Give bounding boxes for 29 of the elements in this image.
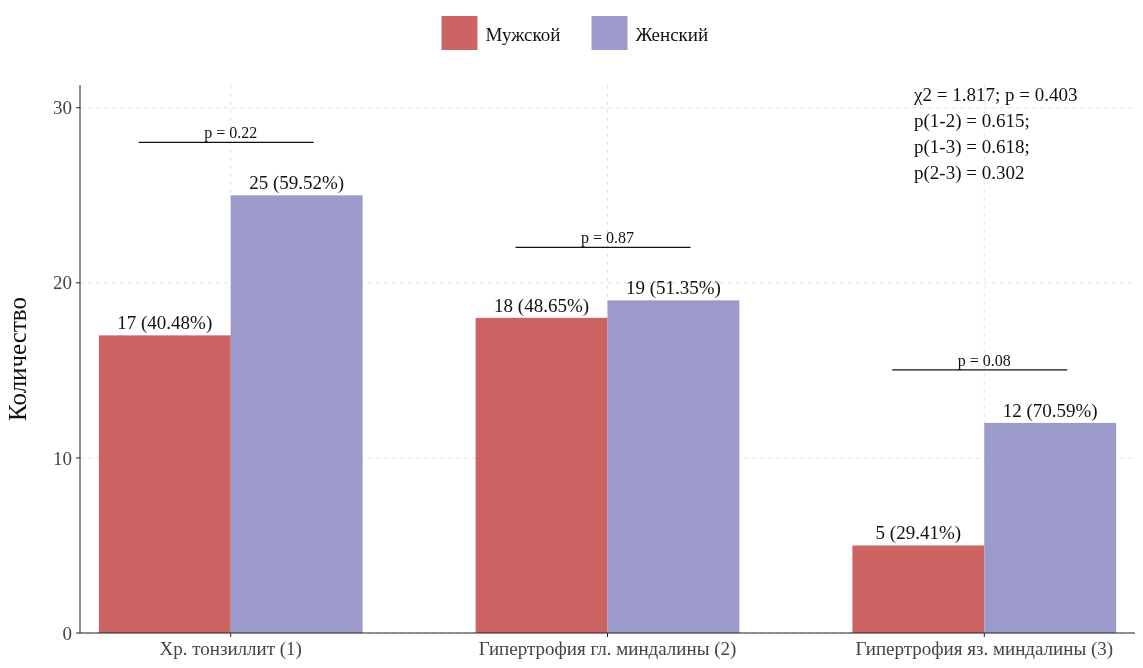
annotation: p(1-2) = 0.615;: [914, 110, 1030, 132]
bar: [475, 317, 608, 633]
data-label: 12 (70.59%): [1002, 399, 1098, 422]
data-label: 5 (29.41%): [875, 522, 962, 545]
y-tick-label: 20: [53, 272, 72, 294]
bar: [984, 422, 1117, 633]
y-tick-label: 30: [53, 97, 72, 119]
legend-label: Женский: [635, 23, 709, 45]
bar: [607, 300, 740, 633]
x-tick-label: Гипертрофия гл. миндалины (2): [478, 638, 737, 660]
data-label: 19 (51.35%): [625, 277, 721, 300]
bar: [852, 545, 985, 633]
bar: [230, 195, 363, 633]
data-label: 25 (59.52%): [249, 172, 345, 195]
data-label: 17 (40.48%): [117, 312, 213, 335]
data-label: 18 (48.65%): [494, 294, 590, 317]
y-axis-title: Количество: [4, 297, 31, 421]
annotation: p(1-3) = 0.618;: [914, 136, 1030, 158]
annotation: p = 0.08: [957, 351, 1011, 370]
x-tick-label: Хр. тонзиллит (1): [159, 638, 302, 660]
y-tick-label: 10: [53, 447, 72, 469]
annotation: χ2 = 1.817; p = 0.403: [913, 84, 1078, 105]
annotation: p(2-3) = 0.302: [914, 162, 1025, 184]
annotation: p = 0.87: [580, 229, 635, 248]
y-tick-label: 0: [62, 622, 72, 644]
bar: [98, 335, 231, 633]
legend-label: Мужской: [485, 23, 561, 45]
annotation: p = 0.22: [204, 124, 258, 143]
x-tick-label: Гипертрофия яз. миндалины (3): [855, 638, 1114, 660]
